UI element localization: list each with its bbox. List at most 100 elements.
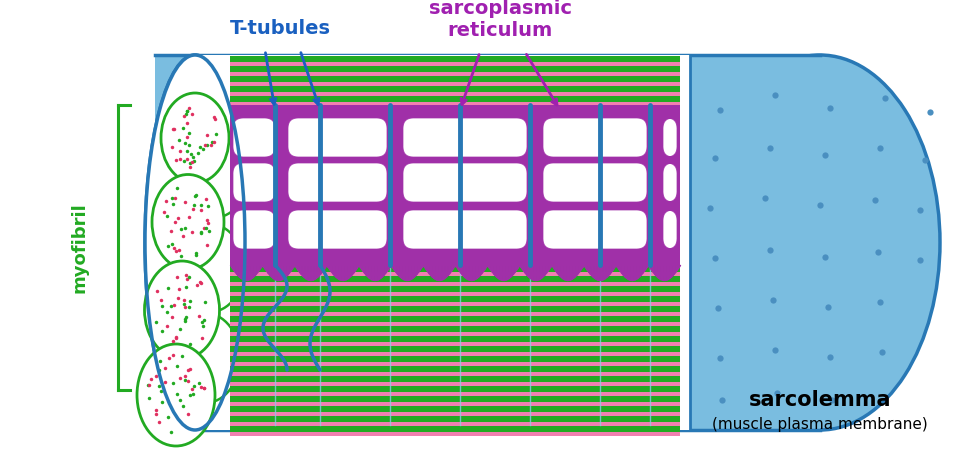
Bar [230,132,680,136]
Ellipse shape [145,261,220,359]
Ellipse shape [170,313,240,403]
Bar [230,152,680,156]
Bar [230,126,680,132]
Bar [230,86,680,92]
FancyBboxPatch shape [543,118,647,157]
Bar [230,176,680,182]
Bar [230,426,680,432]
Text: sarcoplasmic
reticulum: sarcoplasmic reticulum [429,0,572,41]
Bar [230,322,680,326]
Bar [230,192,680,196]
Bar [230,276,680,282]
FancyBboxPatch shape [663,163,677,202]
Bar [230,422,680,426]
Bar [230,256,680,262]
Ellipse shape [145,55,245,430]
Bar [230,186,680,192]
Bar [230,402,680,406]
Bar [230,112,680,116]
FancyBboxPatch shape [403,163,527,202]
Bar [230,236,680,242]
Bar [230,156,680,162]
Bar [230,116,680,122]
Ellipse shape [182,132,248,218]
Bar [230,246,680,252]
FancyBboxPatch shape [288,163,387,202]
FancyBboxPatch shape [233,118,275,157]
Bar [230,106,680,112]
Bar [230,312,680,316]
Text: (muscle plasma membrane): (muscle plasma membrane) [712,417,928,432]
Bar [230,82,680,86]
Bar [230,306,680,312]
Bar [230,326,680,332]
Bar [230,386,680,392]
Bar [230,222,680,226]
Bar [230,352,680,356]
Bar [230,232,680,236]
Text: T-tubules: T-tubules [229,19,331,37]
FancyBboxPatch shape [403,118,527,157]
Bar [230,96,680,102]
Bar [230,292,680,296]
Bar [230,216,680,222]
Bar [230,362,680,366]
Bar [230,382,680,386]
Bar [230,266,680,272]
Bar [230,202,680,206]
Bar [230,296,680,302]
Bar [155,55,820,430]
Bar [230,122,680,126]
Bar [230,242,680,246]
Bar [230,72,680,76]
Bar [230,196,680,202]
FancyBboxPatch shape [233,163,275,202]
Bar [230,406,680,412]
Bar [230,432,680,436]
Bar [230,346,680,352]
Bar [230,92,680,96]
FancyBboxPatch shape [288,210,387,249]
Bar [230,252,680,256]
Bar [230,376,680,382]
Text: myofibril: myofibril [71,203,89,293]
Bar [230,342,680,346]
Bar [230,316,680,322]
Bar [230,302,680,306]
Bar [230,142,680,146]
Ellipse shape [137,344,215,446]
FancyBboxPatch shape [663,210,677,249]
Bar [230,105,680,265]
Bar [230,136,680,142]
Bar [195,55,690,430]
Ellipse shape [152,175,224,270]
Bar [230,262,680,266]
Text: sarcolemma: sarcolemma [749,390,892,410]
Bar [230,286,680,292]
FancyBboxPatch shape [233,210,275,249]
Bar [230,272,680,276]
Bar [230,206,680,212]
Bar [230,62,680,66]
Bar [230,336,680,342]
Bar [230,372,680,376]
Bar [230,392,680,396]
Bar [230,146,680,152]
FancyBboxPatch shape [288,118,387,157]
Bar [230,356,680,362]
Bar [230,212,680,216]
Ellipse shape [161,93,229,183]
Bar [230,102,680,106]
Bar [230,366,680,372]
Bar [230,396,680,402]
Bar [230,416,680,422]
FancyBboxPatch shape [543,163,647,202]
FancyBboxPatch shape [663,118,677,157]
Bar [230,56,680,62]
Bar [230,226,680,232]
Bar [230,66,680,72]
Bar [230,282,680,286]
Ellipse shape [700,55,940,430]
Bar [230,332,680,336]
Ellipse shape [145,55,245,430]
